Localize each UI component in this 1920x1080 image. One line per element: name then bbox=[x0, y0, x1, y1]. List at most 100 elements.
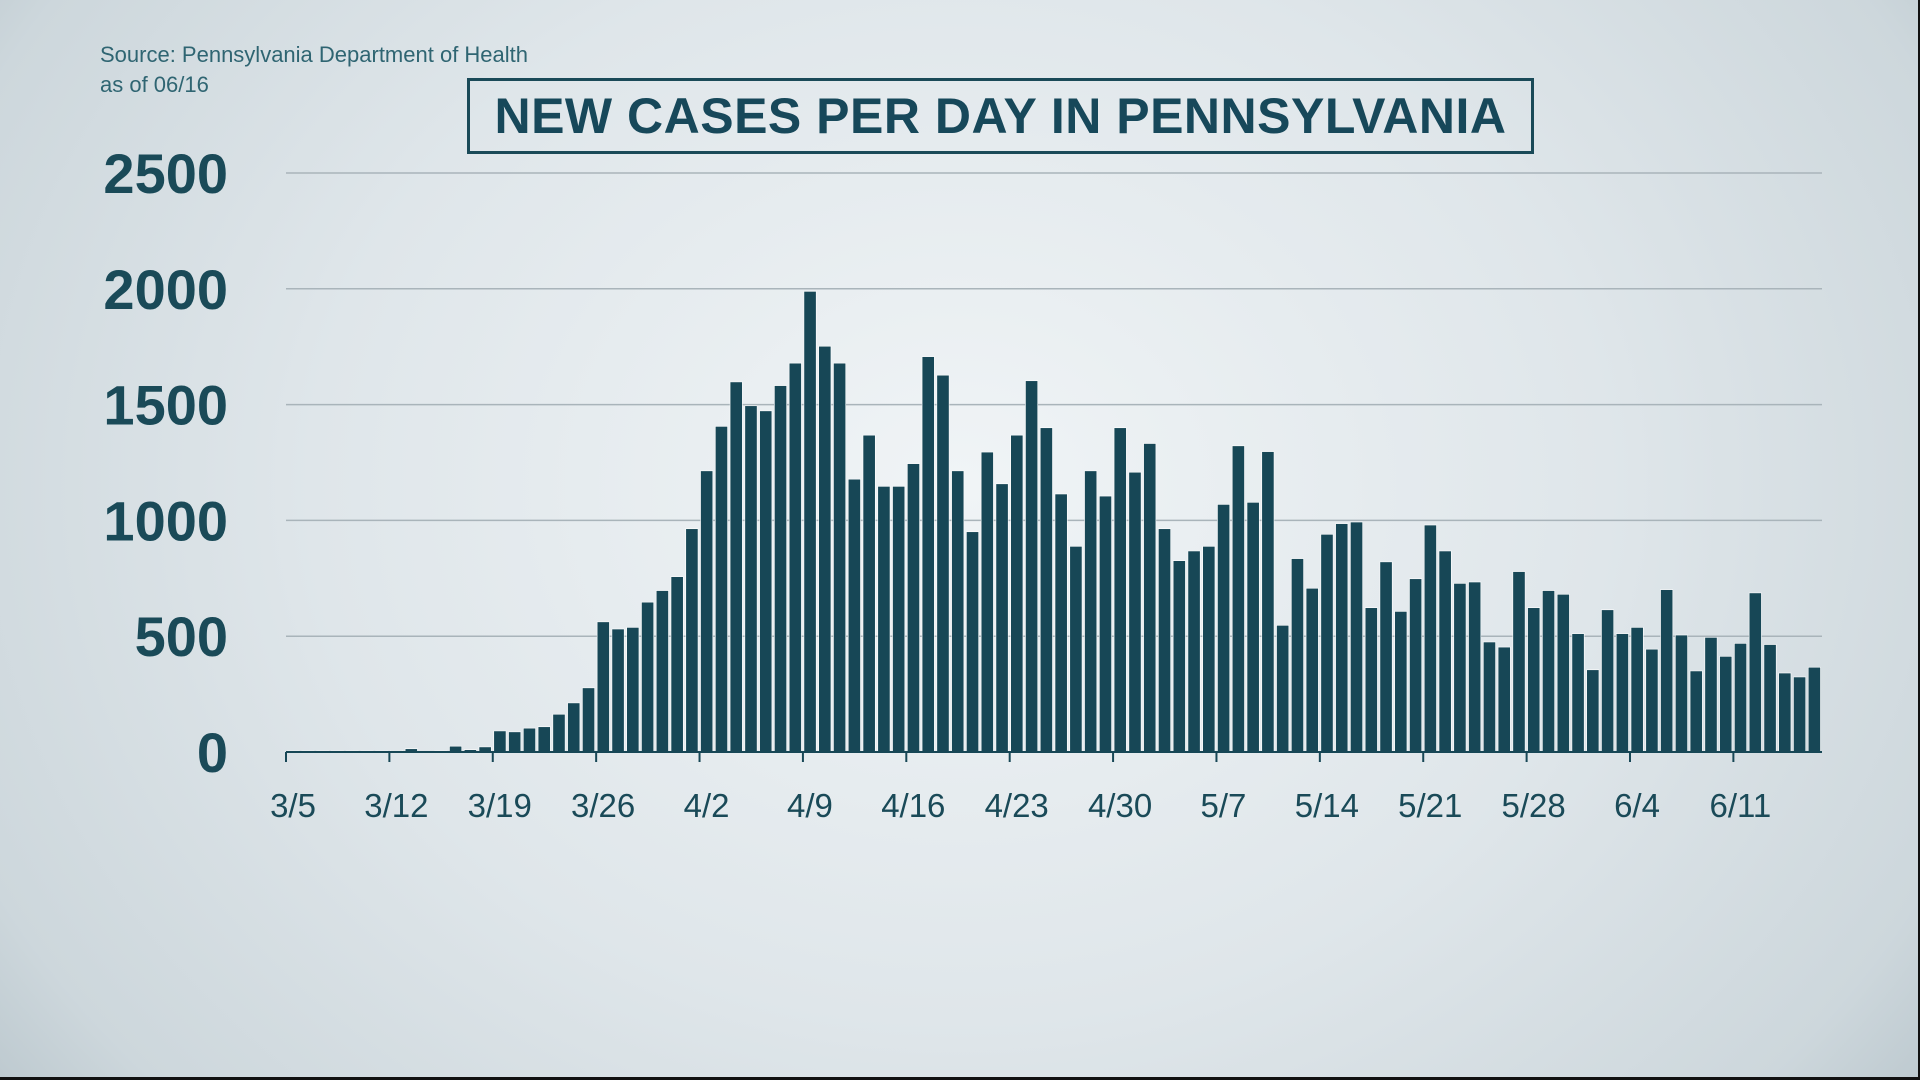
bar bbox=[655, 590, 669, 753]
bar bbox=[803, 291, 817, 753]
bar bbox=[493, 730, 507, 753]
bar bbox=[1512, 571, 1526, 753]
bar bbox=[1675, 634, 1688, 753]
bar bbox=[1748, 592, 1762, 753]
bar bbox=[774, 385, 787, 753]
bar bbox=[921, 356, 935, 753]
bar bbox=[833, 362, 847, 753]
bar bbox=[1527, 607, 1541, 753]
bar bbox=[951, 470, 965, 753]
bar bbox=[1054, 493, 1068, 753]
bar bbox=[685, 528, 699, 753]
x-tick-label: 4/2 bbox=[684, 787, 730, 824]
bar bbox=[1704, 637, 1718, 753]
bar bbox=[1778, 672, 1792, 753]
bar bbox=[670, 576, 684, 753]
bar bbox=[1364, 607, 1378, 753]
bar bbox=[537, 726, 551, 753]
bar bbox=[818, 345, 832, 753]
chart-title: NEW CASES PER DAY IN PENNSYLVANIA bbox=[467, 78, 1534, 154]
y-tick-label: 1500 bbox=[103, 374, 228, 437]
bar bbox=[700, 470, 714, 753]
y-tick-label: 500 bbox=[135, 605, 228, 668]
bar bbox=[1039, 427, 1053, 753]
bar bbox=[788, 362, 802, 753]
bar bbox=[1379, 561, 1393, 753]
bar bbox=[995, 483, 1009, 753]
bar bbox=[1556, 593, 1570, 753]
x-tick-label: 6/4 bbox=[1614, 787, 1660, 824]
x-tick-label: 3/5 bbox=[270, 787, 316, 824]
x-tick-label: 5/21 bbox=[1398, 787, 1462, 824]
bar bbox=[1660, 589, 1674, 753]
bar bbox=[1143, 443, 1157, 753]
bar bbox=[1261, 451, 1275, 753]
y-tick-label: 1000 bbox=[103, 489, 228, 552]
source-text: Source: Pennsylvania Department of Healt… bbox=[100, 42, 529, 67]
x-tick-label: 4/9 bbox=[787, 787, 833, 824]
bar bbox=[729, 381, 743, 753]
bar bbox=[1807, 666, 1821, 753]
bar bbox=[523, 727, 536, 753]
bar bbox=[1601, 609, 1615, 753]
y-tick-label: 0 bbox=[197, 721, 228, 784]
x-tick-label: 4/16 bbox=[881, 787, 945, 824]
bar bbox=[1542, 590, 1555, 753]
x-tick-label: 5/14 bbox=[1295, 787, 1359, 824]
bar bbox=[611, 628, 625, 753]
bar bbox=[1571, 633, 1585, 753]
bar bbox=[582, 687, 595, 753]
bar bbox=[1409, 578, 1423, 753]
bar bbox=[1497, 646, 1511, 753]
bar bbox=[936, 374, 950, 753]
bar bbox=[1630, 627, 1644, 753]
bar bbox=[641, 601, 655, 753]
bar bbox=[1586, 669, 1600, 753]
bar bbox=[1453, 583, 1467, 753]
bar bbox=[892, 486, 906, 753]
bar bbox=[1763, 644, 1777, 753]
bar bbox=[1084, 470, 1098, 753]
bar bbox=[1423, 524, 1437, 753]
bar bbox=[1202, 546, 1216, 753]
y-tick-label: 2500 bbox=[103, 142, 228, 205]
bar bbox=[980, 451, 994, 753]
bar bbox=[1276, 625, 1290, 753]
bar bbox=[596, 621, 610, 753]
bar bbox=[966, 531, 979, 753]
bar bbox=[744, 405, 758, 753]
bar bbox=[1025, 380, 1039, 753]
source-note: Source: Pennsylvania Department of Healt… bbox=[100, 40, 528, 100]
bar bbox=[1734, 643, 1747, 753]
bar bbox=[1793, 676, 1807, 753]
bar bbox=[508, 731, 522, 753]
bar bbox=[1246, 502, 1260, 753]
x-tick-label: 4/30 bbox=[1088, 787, 1152, 824]
x-tick-label: 5/7 bbox=[1201, 787, 1247, 824]
bar bbox=[1099, 495, 1112, 753]
bar bbox=[1438, 550, 1452, 753]
bar bbox=[567, 702, 581, 753]
bar bbox=[1128, 471, 1142, 753]
bar bbox=[1468, 581, 1482, 753]
bar bbox=[862, 434, 876, 753]
bar bbox=[552, 713, 566, 753]
bar bbox=[1217, 504, 1231, 753]
bar bbox=[1069, 546, 1083, 753]
bar bbox=[1615, 633, 1629, 753]
bar bbox=[1335, 523, 1349, 753]
bar bbox=[626, 627, 640, 753]
x-tick-label: 5/28 bbox=[1501, 787, 1565, 824]
x-tick-label: 6/11 bbox=[1709, 787, 1771, 824]
bar bbox=[715, 426, 728, 753]
bar bbox=[759, 410, 773, 753]
bar bbox=[847, 478, 861, 753]
bar bbox=[1350, 521, 1363, 753]
bar bbox=[1305, 587, 1319, 753]
bar bbox=[907, 463, 920, 753]
bar bbox=[1483, 641, 1496, 753]
bar bbox=[1291, 558, 1304, 753]
bar bbox=[1689, 670, 1703, 753]
x-tick-label: 4/23 bbox=[985, 787, 1049, 824]
